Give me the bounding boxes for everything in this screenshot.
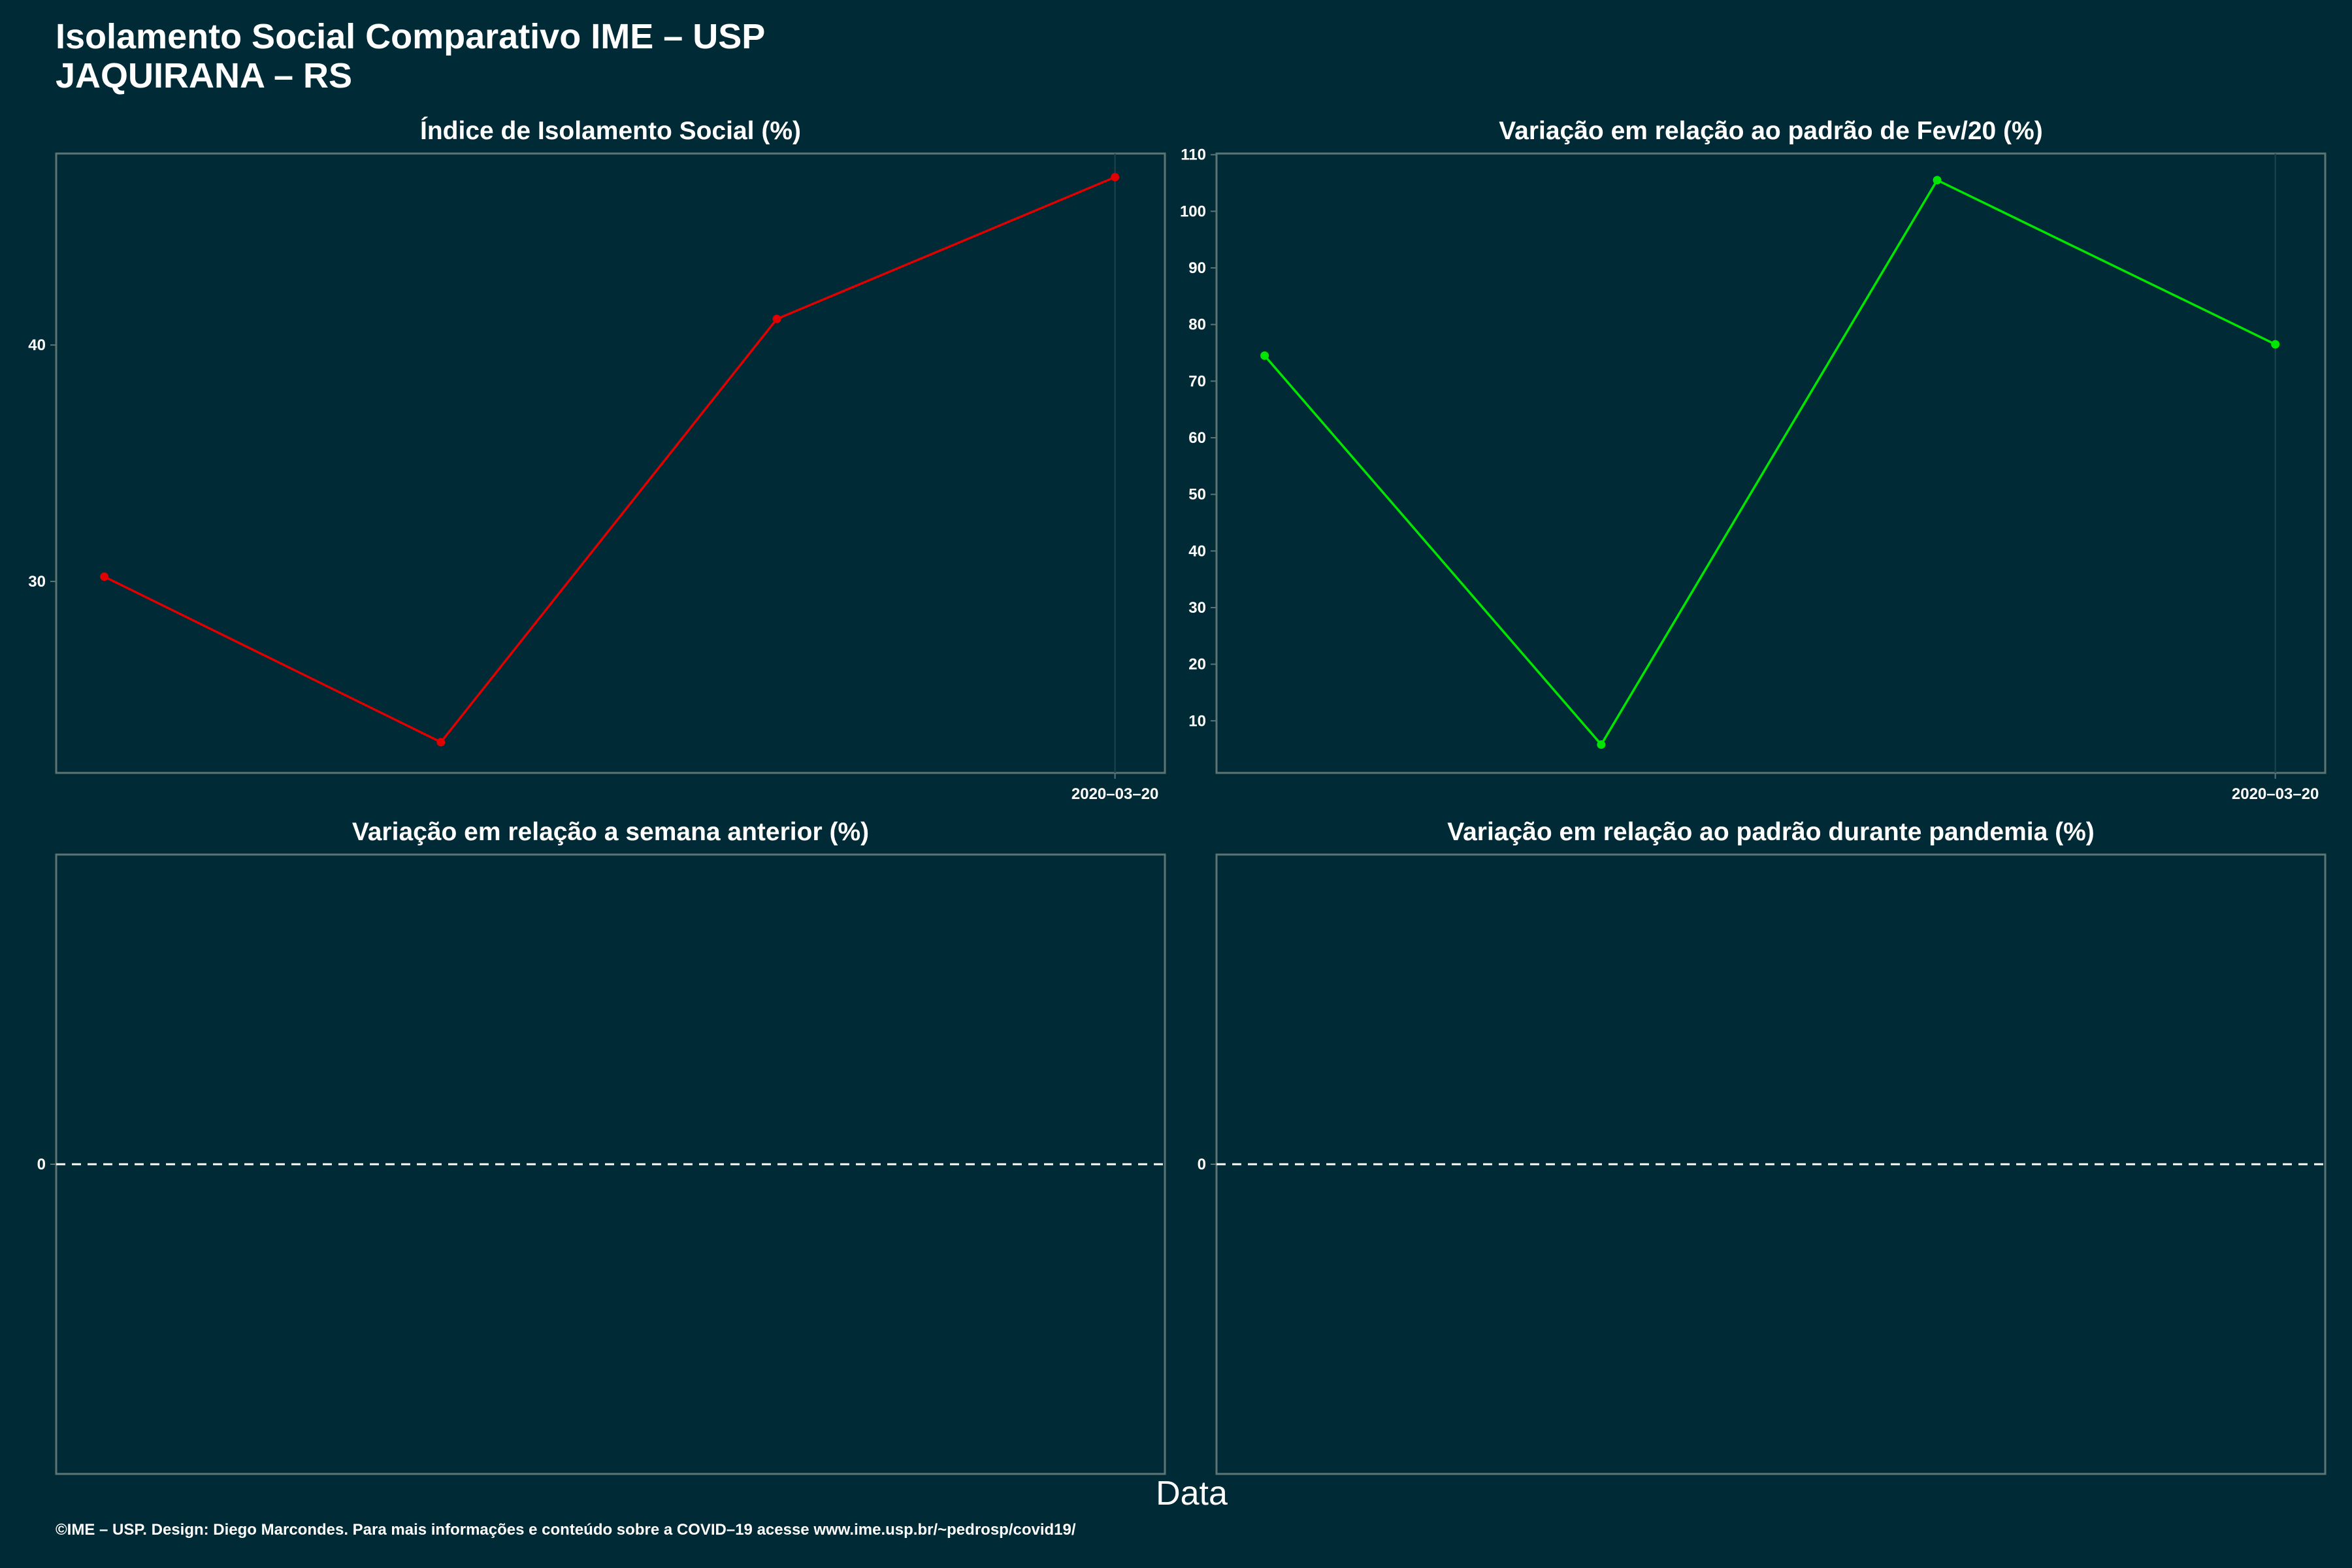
y-tick-label: 0 (37, 1156, 46, 1173)
panel-title: Variação em relação ao padrão de Fev/20 … (1499, 117, 2042, 145)
panel-title: Variação em relação a semana anterior (%… (352, 818, 869, 846)
chart-title: Isolamento Social Comparativo IME – USP (56, 17, 766, 56)
footer-credit: ©IME – USP. Design: Diego Marcondes. Par… (56, 1521, 1076, 1539)
panel-frame (1215, 152, 2327, 774)
y-tick-label: 40 (28, 336, 46, 354)
y-tick-label: 30 (1188, 599, 1206, 617)
y-tick-label: 60 (1188, 429, 1206, 447)
x-tick-label: 2020–03–20 (1071, 785, 1158, 803)
data-point (2271, 340, 2280, 349)
panel-title: Índice de Isolamento Social (%) (420, 116, 801, 145)
x-tick-label: 2020–03–20 (2232, 785, 2319, 803)
data-point (100, 572, 109, 581)
series-line (1264, 178, 2276, 747)
panel-1: Índice de Isolamento Social (%) 30 40 2020–… (28, 116, 1166, 803)
y-tick-label: 20 (1188, 656, 1206, 674)
chart-subtitle: JAQUIRANA – RS (56, 56, 353, 95)
data-point (436, 738, 446, 747)
panel-4: Variação em relação ao padrão durante pa… (1198, 818, 2327, 1475)
panels-group: Índice de Isolamento Social (%) 30 40 2020–… (28, 116, 2327, 1475)
panel-title: Variação em relação ao padrão durante pa… (1447, 818, 2095, 846)
y-tick-label: 110 (1181, 146, 1206, 164)
y-tick-label: 90 (1188, 259, 1206, 277)
data-point (772, 314, 781, 323)
y-tick-label: 50 (1188, 486, 1206, 504)
title-block: Isolamento Social Comparativo IME – USP … (56, 17, 765, 95)
data-point (1933, 176, 1942, 185)
series-line (103, 176, 1116, 744)
x-axis-label: Data (1156, 1475, 1228, 1512)
data-point (1111, 172, 1120, 182)
y-tick-label: 80 (1188, 316, 1206, 334)
panel-2: Variação em relação ao padrão de Fev/20 … (1180, 117, 2327, 803)
panel-3: Variação em relação a semana anterior (%… (37, 818, 1166, 1475)
y-tick-label: 10 (1188, 712, 1206, 730)
data-point (1597, 740, 1606, 749)
data-point (1260, 351, 1269, 360)
y-tick-label: 100 (1180, 203, 1206, 220)
panel-frame (55, 152, 1166, 774)
y-tick-label: 30 (28, 573, 46, 591)
y-tick-label: 40 (1188, 542, 1206, 560)
y-tick-label: 70 (1188, 372, 1206, 390)
y-tick-label: 0 (1198, 1156, 1206, 1173)
